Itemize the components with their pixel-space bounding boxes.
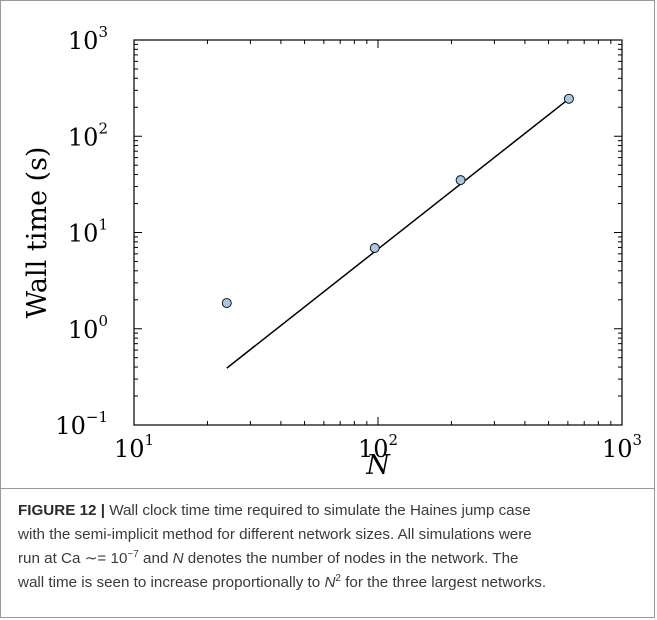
data-point (563, 93, 574, 104)
caption-exponent-n: 2 (335, 572, 341, 584)
plot-area (133, 39, 623, 426)
caption-approx: ∼= 10 (84, 550, 128, 567)
caption-exponent-ca: −7 (127, 548, 139, 560)
y-tick-label: 10−1 (55, 408, 108, 440)
x-tick-label: 103 (602, 431, 642, 463)
y-axis-title: Wall time (s) (22, 147, 53, 319)
caption-n-symbol-2: N (324, 574, 336, 591)
caption-line2: with the semi-implicit method for differ… (18, 526, 532, 543)
x-axis-ticks: 101 102 103 (114, 40, 642, 463)
y-tick-label: 101 (68, 216, 108, 248)
x-axis-title: N (365, 450, 391, 481)
data-point (369, 243, 380, 253)
caption-line1: Wall clock time time required to simulat… (104, 502, 531, 519)
y-tick-label: 102 (68, 119, 108, 151)
caption-n-symbol: N (172, 550, 184, 567)
fit-line (226, 98, 570, 369)
y-tick-label: 103 (68, 23, 108, 55)
caption-line4b: for the three largest networks. (340, 574, 547, 591)
figure-caption: FIGURE 12 | Wall clock time time require… (0, 488, 655, 620)
caption-line4a: wall time is seen to increase proportion… (18, 574, 325, 591)
caption-line3c: denotes the number of nodes in the netwo… (183, 550, 519, 567)
y-axis-ticks: 10−1 100 101 102 103 (55, 23, 622, 440)
caption-line3b: and (138, 550, 173, 567)
x-tick-label: 102 (358, 431, 398, 463)
fit-line-layer (226, 98, 570, 369)
y-tick-label: 100 (68, 312, 108, 344)
x-tick-label: 101 (114, 431, 154, 463)
data-point (455, 175, 466, 186)
caption-line3a: run at Ca (18, 550, 85, 567)
data-point (221, 298, 232, 308)
caption-label: FIGURE 12 | (18, 502, 105, 519)
data-points-layer (221, 93, 574, 308)
wall-time-plot: 101 102 103 10−1 100 101 102 103 N Wall time (… (22, 23, 642, 481)
